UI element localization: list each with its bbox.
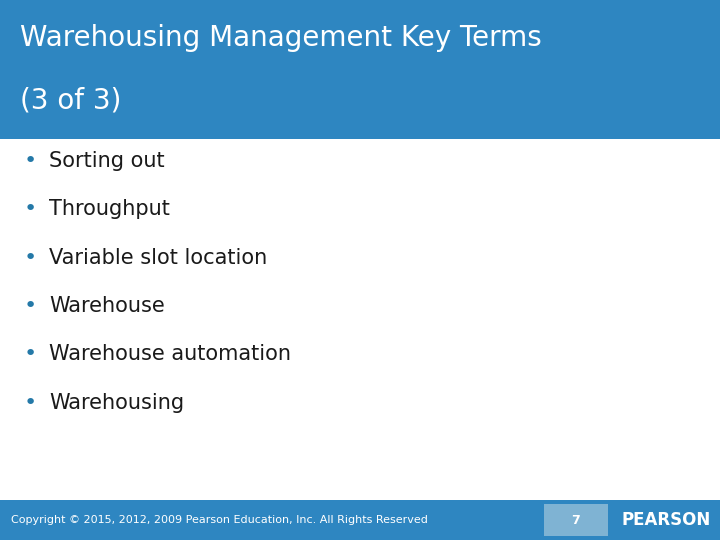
Bar <box>544 504 608 536</box>
Text: •: • <box>24 199 37 219</box>
Text: •: • <box>24 393 37 413</box>
Text: (3 of 3): (3 of 3) <box>20 86 122 114</box>
Text: •: • <box>24 248 37 268</box>
Text: •: • <box>24 345 37 364</box>
Text: Warehousing: Warehousing <box>49 393 184 413</box>
Text: Warehouse automation: Warehouse automation <box>49 345 291 364</box>
Text: Sorting out: Sorting out <box>49 151 165 171</box>
Text: Warehouse: Warehouse <box>49 296 165 316</box>
Text: Warehousing Management Key Terms: Warehousing Management Key Terms <box>20 24 542 52</box>
Text: •: • <box>24 151 37 171</box>
Text: 7: 7 <box>572 514 580 526</box>
Text: Throughput: Throughput <box>49 199 170 219</box>
Text: Variable slot location: Variable slot location <box>49 248 267 268</box>
Bar <box>0 0 720 139</box>
Text: Copyright © 2015, 2012, 2009 Pearson Education, Inc. All Rights Reserved: Copyright © 2015, 2012, 2009 Pearson Edu… <box>11 515 428 525</box>
Text: PEARSON: PEARSON <box>621 511 711 529</box>
Text: •: • <box>24 296 37 316</box>
Bar <box>0 500 720 540</box>
